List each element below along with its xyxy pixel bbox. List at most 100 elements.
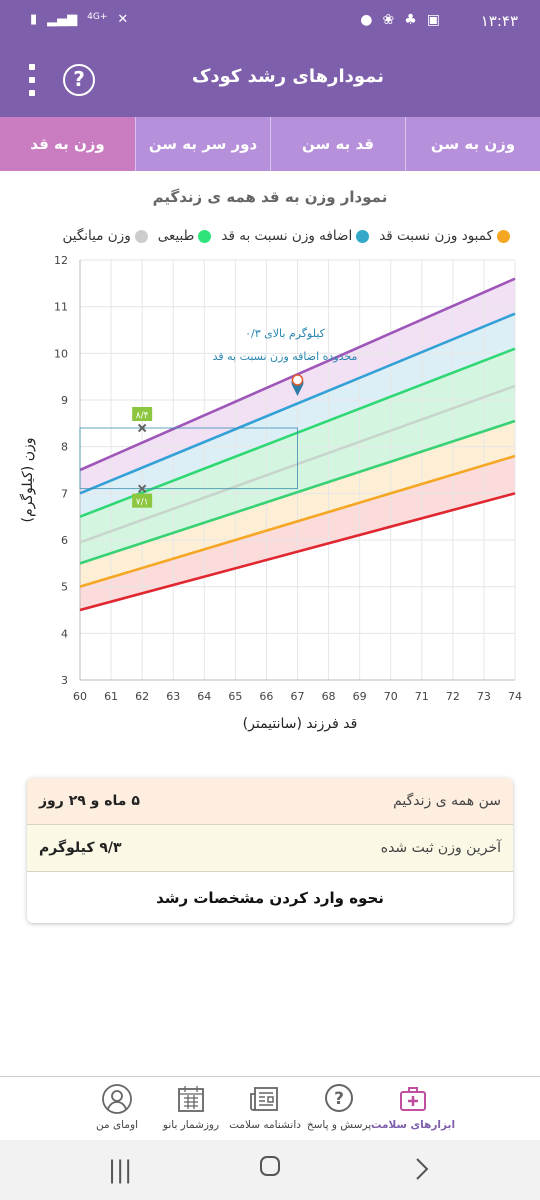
how-to-enter-button[interactable]: نحوه وارد کردن مشخصات رشد — [156, 888, 384, 907]
mute-icon: ✕ — [117, 12, 129, 27]
tab-head-for-age[interactable]: دور سر به سن — [135, 117, 270, 171]
age-value: ۵ ماه و ۲۹ روز — [39, 793, 140, 809]
reference-box — [79, 427, 298, 490]
signal-icon: ▂▄▆ — [47, 12, 78, 27]
recents-icon[interactable]: ||| — [108, 1156, 133, 1184]
nav-calendar[interactable]: روزشمار بانو — [154, 1077, 228, 1140]
chart-legend: کمبود وزن نسبت قد اضافه وزن نسبت به قد ط… — [62, 228, 510, 244]
question-icon: ? — [322, 1082, 356, 1116]
x-tick-label: 64 — [197, 690, 211, 703]
annotation-line1: ۰/۳ کیلوگرم بالای — [245, 327, 326, 340]
x-tick-label: 63 — [166, 690, 180, 703]
x-tick-label: 61 — [104, 690, 118, 703]
nav-encyclopedia[interactable]: دانشنامه سلامت — [228, 1077, 302, 1140]
legend-label: وزن میانگین — [62, 228, 131, 244]
svg-text:?: ? — [334, 1089, 344, 1109]
x-tick-label: 74 — [508, 690, 522, 703]
network-icon: 4G+ — [87, 12, 108, 22]
tab-weight-for-age[interactable]: وزن به سن — [405, 117, 540, 171]
series-line-6 — [79, 492, 516, 612]
age-label: سن همه ی زندگیم — [393, 793, 501, 809]
y-tick-label: 11 — [54, 301, 68, 314]
legend-label: اضافه وزن نسبت به قد — [221, 228, 353, 244]
battery-icon: ▮ — [30, 12, 38, 27]
back-icon[interactable] — [412, 1156, 432, 1188]
x-tick-label: 60 — [73, 690, 87, 703]
location-pin-head — [291, 374, 304, 386]
help-icon[interactable]: ? — [63, 64, 95, 96]
system-navigation: ||| — [0, 1140, 540, 1200]
y-tick-label: 3 — [61, 674, 68, 687]
nav-label: پرسش و پاسخ — [306, 1119, 372, 1131]
medical-kit-icon — [396, 1082, 430, 1116]
y-tick-label: 9 — [61, 394, 68, 407]
series-line-4 — [79, 419, 516, 565]
weight-label: آخرین وزن ثبت شده — [380, 840, 501, 856]
growth-info-card: سن همه ی زندگیم ۵ ماه و ۲۹ روز آخرین وزن… — [27, 778, 513, 923]
growth-chart: 60 61 62 63 64 65 66 67 68 69 70 71 72 73 743456789101… — [54, 254, 522, 703]
legend-dot — [356, 229, 370, 243]
notification-icon: ♣ — [404, 12, 417, 28]
legend-item-normal: طبیعی — [158, 228, 212, 244]
data-point-upper — [137, 423, 147, 433]
tab-weight-for-height[interactable]: وزن به قد — [0, 117, 135, 171]
x-tick-label: 69 — [353, 690, 367, 703]
y-tick-label: 4 — [61, 627, 68, 640]
nav-questions[interactable]: ? پرسش و پاسخ — [302, 1077, 376, 1140]
weight-row: آخرین وزن ثبت شده ۹/۳ کیلوگرم — [27, 825, 513, 872]
app-bar: نمودارهای رشد کودک ? — [0, 44, 540, 117]
nav-label: دانشنامه سلامت — [229, 1119, 301, 1131]
series-line-1 — [79, 312, 516, 495]
profile-icon — [100, 1082, 134, 1116]
nav-health-tools[interactable]: ابزارهای سلامت — [371, 1077, 455, 1140]
marker-badge-lower: ۷/۱ — [136, 498, 149, 508]
legend-item-average: وزن میانگین — [62, 228, 148, 244]
x-tick-label: 71 — [415, 690, 429, 703]
x-tick-label: 73 — [477, 690, 491, 703]
bottom-navigation: ابزارهای سلامت ? پرسش و پاسخ دانشنامه سل… — [0, 1076, 540, 1140]
y-tick-label: 8 — [61, 441, 68, 454]
calendar-icon — [174, 1082, 208, 1116]
legend-dot — [198, 229, 212, 243]
age-row: سن همه ی زندگیم ۵ ماه و ۲۹ روز — [27, 778, 513, 825]
tab-height-for-age[interactable]: قد به سن — [270, 117, 405, 171]
x-tick-label: 62 — [135, 690, 149, 703]
data-point-lower — [137, 484, 147, 493]
weight-value: ۹/۳ کیلوگرم — [39, 840, 122, 856]
more-options-icon[interactable] — [22, 60, 42, 100]
x-tick-label: 70 — [384, 690, 398, 703]
legend-item-underweight: کمبود وزن نسبت قد — [379, 228, 510, 244]
newspaper-icon — [248, 1082, 282, 1116]
y-tick-label: 5 — [61, 581, 68, 594]
chart-tabs: وزن به سن قد به سن دور سر به سن وزن به ق… — [0, 117, 540, 171]
legend-dot — [497, 229, 510, 243]
home-icon[interactable] — [258, 1154, 282, 1184]
legend-item-overweight: اضافه وزن نسبت به قد — [221, 228, 370, 244]
y-tick-label: 6 — [61, 534, 68, 547]
x-tick-label: 72 — [446, 690, 460, 703]
series-line-5 — [79, 454, 516, 588]
nav-profile[interactable]: اومای من — [80, 1077, 154, 1140]
annotation-line2: محدوده اضافه وزن نسبت به قد — [213, 350, 358, 363]
nav-label: روزشمار بانو — [162, 1119, 220, 1131]
x-tick-label: 66 — [259, 690, 273, 703]
chart-title: نمودار وزن به قد همه ی زندگیم — [152, 188, 388, 206]
image-icon: ▣ — [426, 12, 440, 28]
legend-label: کمبود وزن نسبت قد — [379, 228, 493, 244]
marker-badge-upper: ۸/۴ — [136, 411, 149, 421]
nav-label: ابزارهای سلامت — [370, 1119, 456, 1131]
legend-label: طبیعی — [157, 228, 195, 244]
x-tick-label: 68 — [322, 690, 336, 703]
y-tick-label: 12 — [54, 254, 68, 267]
legend-dot — [134, 229, 148, 243]
y-tick-label: 7 — [61, 487, 68, 500]
y-tick-label: 10 — [54, 347, 68, 360]
status-notification-icons: ● ❀ ♣ ▣ — [360, 12, 440, 28]
app-icon: ❀ — [382, 12, 395, 28]
x-tick-label: 67 — [291, 690, 305, 703]
status-bar: ۱۳:۴۳ ● ❀ ♣ ▣ ▮ ▂▄▆ 4G+ ✕ — [0, 0, 540, 44]
x-axis-label: قد فرزند (سانتیمتر) — [242, 716, 358, 732]
marker-badge-upper-bg — [132, 407, 153, 421]
marker-badge-lower-bg — [132, 493, 153, 508]
y-axis-label: وزن (کیلوگرم) — [20, 437, 36, 523]
